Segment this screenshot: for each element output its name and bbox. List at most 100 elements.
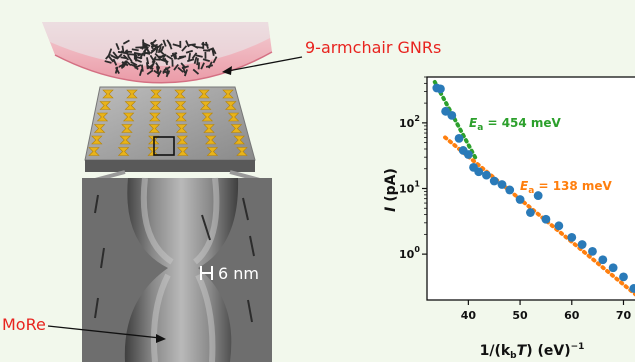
nanoribbon [131,48,139,52]
electrode-pair [227,112,240,122]
nanoribbon [130,61,138,66]
nanoribbon [211,48,215,57]
nanoribbon [182,66,186,74]
y-tick-label: 101 [399,180,420,196]
nanoribbon [162,57,169,64]
data-point [497,180,507,189]
electrode-pair [177,147,189,156]
electrode-pair [203,124,215,133]
nanoribbon [174,52,178,60]
nanoribbon [121,45,125,53]
nanoribbon [150,46,158,53]
data-point [489,176,499,186]
nanoribbon [196,58,199,66]
nanoribbon [155,66,160,74]
electrode-pair [96,112,109,122]
nanoribbon [156,70,162,78]
electrode-pair [176,135,188,145]
electrode-pair [222,89,234,99]
electrode-pair [174,101,187,110]
scale-bar-label: 6 nm [218,264,259,283]
data-point [515,195,525,204]
nanoribbon [195,54,203,58]
nanoribbon [108,48,113,56]
nanoribbon [173,63,179,71]
scale-bar [200,266,213,280]
data-point [598,255,608,265]
nanoribbon [183,69,188,77]
nanoribbon [200,62,205,70]
nanoribbon [177,66,184,73]
data-point [554,221,564,231]
nanoribbon [157,48,165,55]
nanoribbon [110,54,118,60]
nanoribbon [171,59,174,67]
electrode-pair [201,112,214,122]
electrode-pair [150,89,162,99]
nanoribbon [112,51,119,59]
data-point [619,272,628,282]
nanoribbon [146,64,154,70]
nanoribbon [172,43,180,47]
arrhenius-plot: 40 50 60 70 102 101 100 Ea = 454 meV Ea = 138 m… [383,76,635,361]
y-axis-label: I (pA) [383,168,399,212]
x-axis-label: 1/(kbT) (eV)−1 [480,342,585,361]
data-point [567,232,577,242]
electrode-pair [198,89,210,99]
nanoribbon [108,55,115,63]
nanoribbon [197,62,201,70]
gnr-sheet [42,22,273,84]
nanoribbon [122,39,130,45]
electrode-pair [124,101,137,110]
nanoribbon [185,40,190,48]
zoom-box [153,136,175,156]
data-point [463,150,473,159]
x-tick-label: 60 [564,309,580,322]
nanoribbon [158,55,166,58]
electrode-pair [199,101,212,110]
nanoribbon [162,67,168,74]
gnr-label: 9-armchair GNRs [305,38,441,57]
electrode-pair [236,147,248,156]
data-point [608,263,618,273]
y-tick-label: 102 [399,114,420,130]
data-point [629,284,635,293]
device-chip [84,86,261,182]
more-label: MoRe [2,315,46,334]
data-point [505,185,515,195]
fit-annotation: Ea = 454 meV [469,116,562,133]
data-point [541,214,551,224]
nanoribbon [142,39,145,47]
nanoribbon [191,52,198,60]
electrode-pair [148,124,161,133]
nanoribbon [146,57,150,65]
nanoribbon [166,55,174,61]
electrode-pair [121,124,133,133]
nanoribbon [202,41,205,49]
nanoribbon [116,53,123,60]
nanoribbon [187,58,195,63]
x-tick-label: 50 [512,309,528,322]
sem-image: 6 nm [82,177,272,362]
electrode-pair [99,101,111,110]
nanoribbon [165,70,171,78]
data-point [474,167,484,177]
y-tick-label: 100 [399,245,420,261]
data-point [526,208,535,217]
nanoribbon [203,49,211,52]
nanoribbon [192,68,200,75]
electrode-pair [175,112,187,122]
nanoribbon [112,58,118,66]
graphene-nanoribbons [104,39,218,78]
nanoribbon [122,54,130,61]
nanoribbon [162,39,167,47]
data-point [441,106,451,116]
electrode-pair [230,124,243,133]
nanoribbon [120,60,127,68]
electrode-pair [91,135,103,145]
electrode-pair [102,89,114,99]
nanoribbon [143,51,151,55]
x-tick-label: 40 [461,309,477,322]
data-point [588,247,597,256]
nanoribbon [168,42,173,50]
